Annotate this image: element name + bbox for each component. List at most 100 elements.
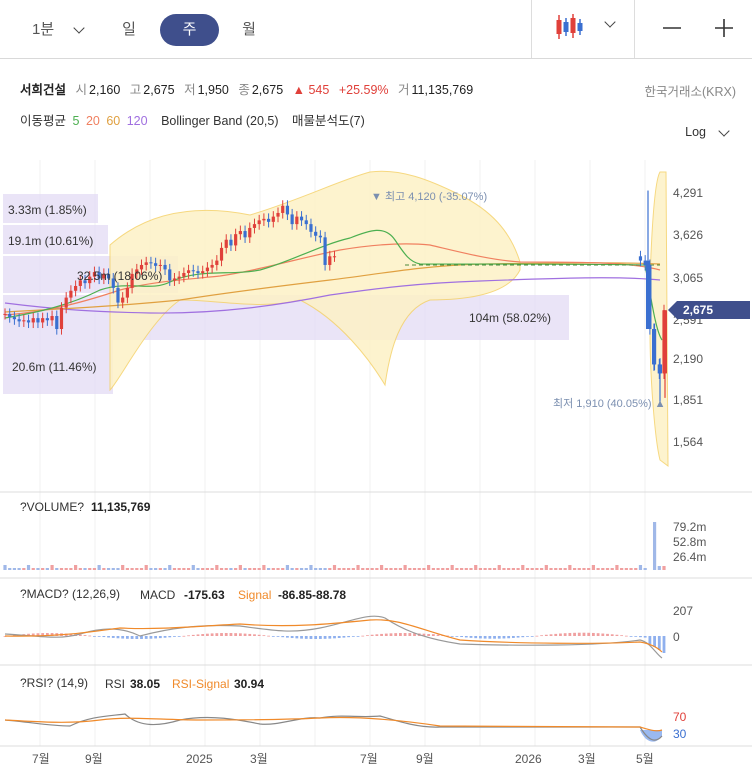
volume-bar [450,565,454,570]
macd-bar [648,636,652,644]
volume-bar [111,568,115,570]
volume-bar [587,568,591,570]
candle-body [130,273,134,288]
volume-bar [304,568,308,570]
volume-bar [139,568,144,570]
chevron-down-icon[interactable] [718,125,730,137]
volume-bar [224,568,228,570]
y-tick: 4,291 [673,186,703,200]
volume-bar [535,568,539,570]
candle-body [26,320,31,323]
candle-body [45,318,49,321]
change-value: ▲ 545 [292,83,330,97]
interval-select[interactable]: 1분 [18,14,88,46]
x-tick: 5월 [636,752,654,766]
volume-bar [69,568,73,570]
macd-bar [318,636,322,639]
vp-label: 20.6m (11.46%) [12,360,97,374]
candle-body [299,216,304,221]
candles [3,190,667,404]
candle-body [638,256,643,261]
macd-bar [248,633,252,636]
candle-body [139,264,144,270]
chart-type-button[interactable] [548,12,628,46]
macd-bar [591,632,595,636]
volume-bar [243,568,247,570]
low-marker: 최저 1,910 (40.05%) ▲ [553,397,665,410]
rsi-tick-30: 30 [673,727,687,741]
vp-bar [3,194,98,223]
macd-bar [201,634,205,636]
volume-bar [459,568,464,570]
volume-bar [262,565,266,570]
macd-bar [606,633,609,636]
macd-bar [441,635,445,636]
macd-bar [366,635,369,637]
macd-line [4,615,663,659]
volume-bar [379,565,384,570]
change-percent: +25.59% [338,83,389,97]
macd-bar [238,633,242,636]
low-value: 1,950 [197,83,229,97]
bollinger-band [109,170,521,392]
volume-bar [568,565,572,570]
scale-mode[interactable]: Log [685,125,706,139]
quote-info: 서희건설 시 2,160 고 2,675 저 1,950 종 2,675 ▲ 545 +… [20,79,479,98]
tab-week[interactable]: 주 [160,14,219,46]
candle-body [285,205,290,215]
macd-bar [450,636,454,637]
tab-day[interactable]: 일 [122,21,136,38]
macd-bar [13,635,16,636]
volume-profile-label[interactable]: 매물분석도(7) [291,114,365,128]
macd-bar [224,633,228,636]
macd-bar [375,634,379,636]
volume-bar [563,568,567,570]
volume-bar [596,568,600,570]
candle-body [186,270,191,273]
plus-icon[interactable] [713,17,735,39]
volume-bar [83,568,87,570]
candle-body [177,276,181,279]
macd-bar [60,633,63,636]
x-tick: 9월 [416,752,434,766]
candle-body [154,263,158,266]
tab-month[interactable]: 월 [242,21,256,38]
minus-icon[interactable] [661,17,683,39]
candle-body [271,216,275,222]
volume-profile [3,194,569,394]
volume-bar [229,568,233,570]
macd-bar [121,636,125,639]
macd-bar [351,636,355,637]
close-value: 2,675 [251,83,284,97]
volume-bar [92,568,97,570]
volume-bar [172,568,177,570]
volume-bar [337,568,341,570]
volume-bar [620,568,624,570]
macd-bar [271,636,275,637]
macd-bar [460,636,463,638]
ma-5: 5 [72,114,80,128]
vp-label: 104m (58.02%) [469,311,551,325]
candle-body [22,320,26,322]
bollinger-label[interactable]: Bollinger Band (20,5) [161,114,279,128]
candle-body [191,270,195,272]
macd-bar [314,636,318,639]
macd-bar [413,633,416,636]
volume-bar [638,565,643,570]
toolbar: 1분 일 주 월 [0,0,752,59]
macd-signal-value: -86.85-88.78 [278,588,346,602]
macd-bar [479,636,482,639]
macd-bar [125,636,129,639]
ma-label[interactable]: 이동평균 [20,114,67,128]
volume-bar [530,568,534,570]
macd-bar [653,636,656,647]
volume-bar [431,568,435,570]
candlestick-icon [556,14,583,39]
chevron-down-icon [73,22,85,34]
candle-body [74,285,78,291]
candle-body [224,239,228,248]
x-tick: 2026 [515,752,542,766]
ma-60-line [4,262,661,313]
macd-bar [643,636,647,638]
volume-bar [582,568,586,570]
